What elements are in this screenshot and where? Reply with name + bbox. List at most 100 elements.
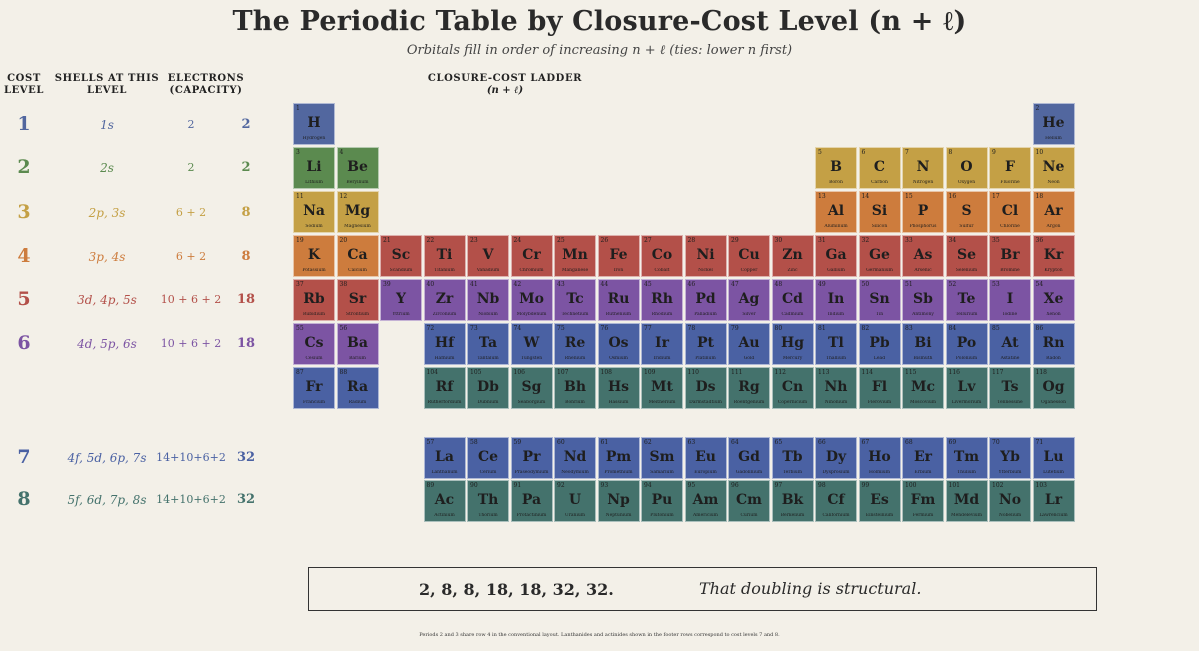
element-symbol: Pd xyxy=(695,291,716,307)
element-number: 86 xyxy=(1035,325,1044,332)
element-cell: 67 Ho Holmium xyxy=(858,437,901,479)
element-cell: 64 Gd Gadolinium xyxy=(728,437,770,479)
element-cell: 22 Ti Titanium xyxy=(423,235,466,277)
element-symbol: Tc xyxy=(566,291,584,307)
element-symbol: Ni xyxy=(696,247,715,263)
element-symbol: Re xyxy=(564,335,586,351)
level-number: 3 xyxy=(17,201,31,223)
element-name: Iridium xyxy=(653,356,671,361)
element-number: 11 xyxy=(296,193,304,200)
element-name: Polonium xyxy=(955,356,978,361)
element-symbol: Rb xyxy=(303,291,325,307)
element-number: 23 xyxy=(470,237,478,244)
element-number: 20 xyxy=(339,237,348,244)
element-number: 43 xyxy=(557,281,565,288)
element-symbol: Sc xyxy=(391,247,411,263)
element-number: 115 xyxy=(905,369,917,376)
element-number: 104 xyxy=(426,369,438,376)
element-symbol: Ir xyxy=(655,335,669,351)
element-symbol: Cn xyxy=(781,379,804,395)
element-symbol: Cr xyxy=(522,247,541,263)
element-name: Bismuth xyxy=(913,356,933,361)
element-cell: 71 Lu Lutetium xyxy=(1032,437,1075,479)
element-name: Magnesium xyxy=(344,224,371,229)
element-number: 55 xyxy=(296,325,304,332)
element-name: Xenon xyxy=(1046,312,1061,317)
element-cell: 25 Mn Manganese xyxy=(554,235,596,277)
element-cell: 72 Hf Hafnium xyxy=(423,323,466,365)
element-cell: 1 H Hydrogen xyxy=(293,103,335,145)
element-number: 66 xyxy=(818,439,826,446)
element-symbol: Yb xyxy=(1000,449,1020,465)
level-total: 8 xyxy=(241,205,251,220)
element-number: 54 xyxy=(1035,281,1044,288)
element-number: 100 xyxy=(905,482,917,489)
element-symbol: Te xyxy=(957,291,976,307)
element-symbol: Rg xyxy=(738,379,760,395)
element-symbol: Hs xyxy=(607,379,630,395)
element-name: Seaborgium xyxy=(517,400,546,405)
element-number: 16 xyxy=(948,193,957,200)
element-cell: 6 C Carbon xyxy=(858,147,901,189)
element-symbol: Si xyxy=(871,203,888,219)
element-name: Krypton xyxy=(1044,268,1063,273)
element-cell: 4 Be Beryllium xyxy=(336,147,379,189)
element-number: 67 xyxy=(861,439,870,446)
element-name: Cerium xyxy=(479,470,497,475)
element-name: Neptunium xyxy=(605,513,632,518)
element-name: Bromine xyxy=(1000,268,1020,273)
element-name: Chlorine xyxy=(1000,224,1020,229)
element-symbol: Co xyxy=(651,247,673,263)
element-cell: 17 Cl Chlorine xyxy=(989,191,1031,233)
element-name: Nickel xyxy=(698,268,713,273)
element-name: Technetium xyxy=(561,312,589,317)
element-cell: 51 Sb Antimony xyxy=(902,279,944,321)
element-number: 74 xyxy=(513,325,522,332)
element-cell: 31 Ga Gallium xyxy=(815,235,857,277)
element-name: Mendelevium xyxy=(951,513,982,518)
element-number: 51 xyxy=(905,281,913,288)
element-name: Selenium xyxy=(955,268,978,273)
level-electrons: 10 + 6 + 2 xyxy=(160,293,222,306)
element-name: Europium xyxy=(694,470,717,475)
element-number: 94 xyxy=(644,482,652,489)
element-symbol: Tm xyxy=(953,449,980,465)
header-electrons-line2: (CAPACITY) xyxy=(169,85,243,96)
element-symbol: Fm xyxy=(910,492,936,508)
element-name: Osmium xyxy=(609,356,628,361)
element-cell: 12 Mg Magnesium xyxy=(336,191,379,233)
element-name: Dubnium xyxy=(477,400,499,405)
element-symbol: At xyxy=(1001,335,1019,351)
element-name: Oganesson xyxy=(1040,400,1067,405)
level-electrons: 10 + 6 + 2 xyxy=(160,337,222,350)
ladder-header-sub: (n + ℓ) xyxy=(486,85,524,96)
element-symbol: H xyxy=(307,115,321,131)
summary-sequence: 2, 8, 8, 18, 18, 32, 32. xyxy=(419,580,614,599)
element-name: Silver xyxy=(742,312,756,317)
element-symbol: Sm xyxy=(649,449,675,465)
element-cell: 36 Kr Krypton xyxy=(1032,235,1075,277)
element-symbol: Pt xyxy=(697,335,714,351)
element-name: Indium xyxy=(827,312,845,317)
element-number: 19 xyxy=(296,237,304,244)
element-cell: 18 Ar Argon xyxy=(1032,191,1075,233)
element-cell: 92 U Uranium xyxy=(554,480,596,522)
element-name: Carbon xyxy=(871,180,888,185)
element-symbol: Fe xyxy=(609,247,628,263)
element-name: Flerovium xyxy=(867,400,892,405)
element-name: Molybdenum xyxy=(516,312,547,317)
element-name: Germanium xyxy=(866,268,893,273)
element-cell: 59 Pr Praseodymium xyxy=(510,437,553,479)
element-symbol: Sn xyxy=(869,291,890,307)
element-name: Einsteinium xyxy=(865,513,894,518)
element-symbol: C xyxy=(873,159,886,175)
element-number: 76 xyxy=(600,325,609,332)
element-symbol: Au xyxy=(738,335,760,351)
element-name: Chromium xyxy=(519,268,544,273)
level-number: 6 xyxy=(17,332,31,354)
element-name: Ruthenium xyxy=(605,312,632,317)
element-name: Sodium xyxy=(305,224,323,229)
element-symbol: Tl xyxy=(828,335,844,351)
element-number: 18 xyxy=(1035,193,1044,200)
element-symbol: Li xyxy=(306,159,322,175)
